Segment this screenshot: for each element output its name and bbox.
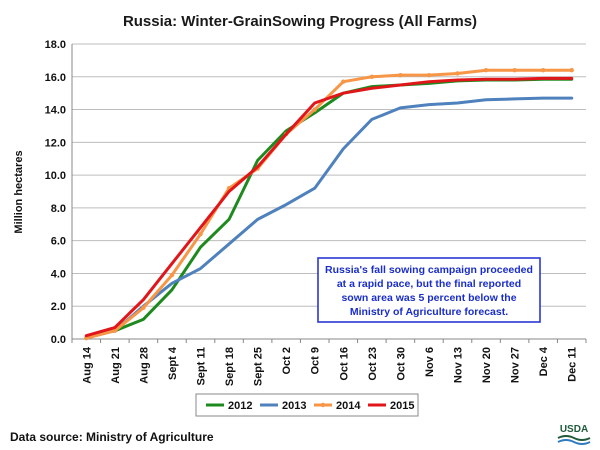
x-tick-label: Oct 30 (395, 347, 407, 381)
y-tick-label: 8.0 (51, 203, 66, 215)
series-line-2015 (84, 76, 574, 338)
data-point-2014 (141, 305, 146, 311)
data-point-2014 (540, 68, 546, 73)
legend-label: 2013 (282, 400, 306, 412)
legend-border (195, 393, 419, 417)
y-tick-labels: 0.0 2.0 4.0 6.0 8.0 10.0 12.0 14.0 16.0 18.0 (45, 39, 66, 346)
annotation-line-3: sown area was 5 percent below the (341, 292, 516, 304)
data-point-2014 (569, 68, 574, 73)
y-tick-label: 4.0 (51, 268, 66, 280)
x-tick-label: Oct 9 (310, 347, 322, 375)
x-tick-label: Sept 11 (196, 347, 208, 386)
x-tick-label: Aug 21 (110, 347, 122, 384)
usda-logo-wave-2 (557, 439, 591, 445)
data-point-2014 (112, 328, 118, 334)
x-tick-label: Nov 13 (453, 347, 465, 383)
y-tick-label: 6.0 (51, 236, 66, 248)
data-point-2014 (426, 72, 432, 78)
usda-logo: USDA (557, 424, 591, 445)
legend-label: 2014 (336, 400, 361, 412)
x-tick-label: Oct 2 (281, 347, 293, 375)
x-tick-label: Sept 4 (167, 346, 179, 380)
data-point-2014 (312, 107, 317, 112)
series-line-2014 (84, 68, 574, 340)
data-point-2014 (341, 79, 346, 84)
legend-item-2013: 2013 (260, 400, 306, 412)
x-tick-label: Aug 14 (81, 346, 93, 384)
x-tick-label: Dec 4 (538, 346, 550, 376)
x-tick-label: Nov 6 (424, 347, 436, 377)
legend-marker (320, 402, 326, 408)
data-point-2014 (483, 68, 489, 73)
data-point-2014 (198, 231, 203, 237)
y-tick-label: 2.0 (51, 301, 66, 313)
chart-title: Russia: Winter-GrainSowing Progress (All… (123, 13, 477, 30)
legend-item-2014: 2014 (314, 400, 361, 412)
series-2014 (84, 68, 574, 341)
axes (71, 44, 587, 343)
legend: 2012 2013 2014 2015 (195, 393, 419, 417)
series-2015 (84, 76, 574, 338)
data-point-2014 (169, 272, 175, 278)
data-source-text: Data source: Ministry of Agriculture (10, 430, 214, 444)
usda-logo-text: USDA (560, 424, 588, 435)
x-tick-label: Nov 27 (510, 347, 522, 383)
annotation-line-4: Ministry of Agriculture forecast. (350, 306, 508, 318)
x-tick-label: Sept 25 (253, 347, 265, 386)
series-line-2013 (84, 96, 574, 339)
annotation-box: Russia's fall sowing campaign proceeded … (317, 257, 541, 323)
annotation-line-2: at a rapid pace, but the final reported (337, 278, 521, 290)
annotation-line-1: Russia's fall sowing campaign proceeded (325, 264, 533, 276)
y-tick-label: 12.0 (45, 137, 66, 149)
data-point-2014 (369, 74, 375, 79)
annotation-border (317, 257, 541, 323)
legend-label: 2015 (390, 400, 414, 412)
y-tick-label: 16.0 (45, 72, 66, 84)
x-tick-label: Oct 23 (367, 347, 379, 381)
data-point-2014 (455, 71, 460, 76)
y-tick-label: 10.0 (45, 170, 66, 182)
data-point-2014 (512, 68, 517, 73)
legend-label: 2012 (228, 400, 252, 412)
legend-item-2012: 2012 (206, 400, 252, 412)
series-layer (84, 68, 574, 341)
x-tick-label: Sept 18 (224, 347, 236, 386)
x-tick-labels: Aug 14 Aug 21 Aug 28 Sept 4 Sept 11 Sept 18 Se… (81, 346, 578, 386)
y-axis-label: Million hectares (13, 150, 25, 233)
data-point-2014 (398, 72, 403, 78)
x-tick-label: Aug 28 (138, 347, 150, 384)
y-tick-label: 18.0 (45, 39, 66, 51)
data-point-2014 (84, 335, 89, 341)
legend-item-2015: 2015 (368, 400, 414, 412)
x-tick-label: Nov 20 (481, 347, 493, 383)
usda-logo-wave (557, 435, 591, 441)
y-tick-label: 14.0 (45, 105, 66, 117)
x-tick-label: Oct 16 (338, 347, 350, 381)
y-tick-label: 0.0 (51, 334, 66, 346)
legend-items: 2012 2013 2014 2015 (206, 400, 414, 412)
series-2013 (84, 96, 574, 339)
x-tick-label: Dec 11 (567, 347, 579, 382)
